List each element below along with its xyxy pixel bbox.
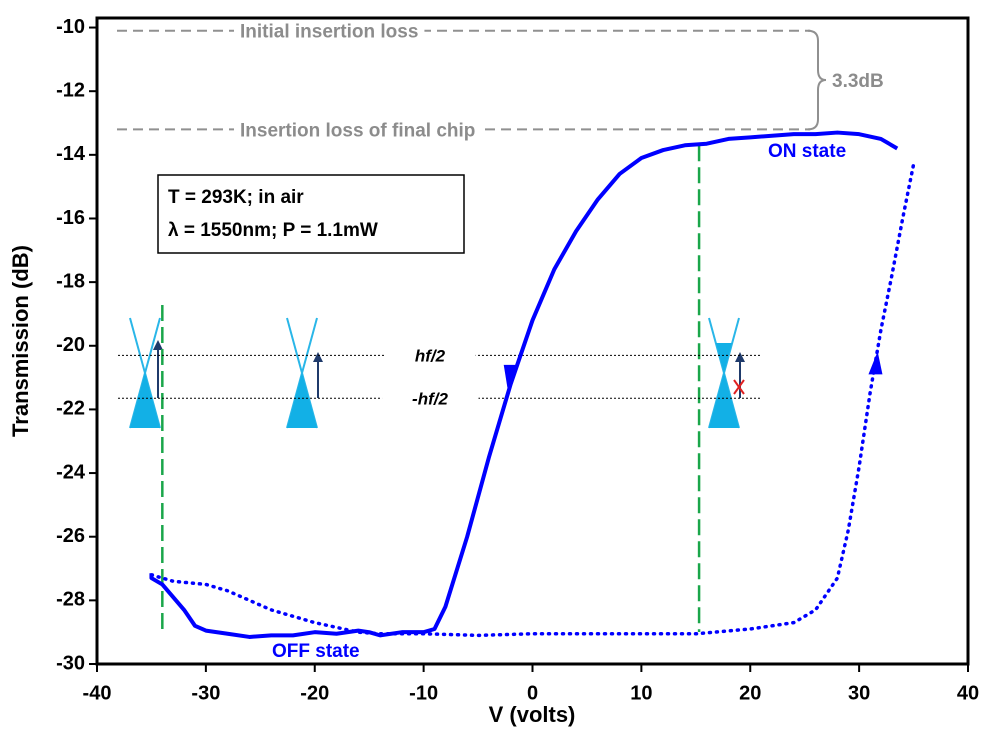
x-axis-label: V (volts) xyxy=(489,702,576,727)
y-tick-label: -16 xyxy=(56,207,85,229)
y-axis-label: Transmission (dB) xyxy=(8,245,33,437)
x-tick-label: -40 xyxy=(83,682,112,704)
y-tick-label: -14 xyxy=(56,143,86,165)
data-line xyxy=(149,162,916,638)
info-text: λ = 1550nm; P = 1.1mW xyxy=(168,220,378,241)
y-tick-label: -22 xyxy=(56,398,85,420)
label-background xyxy=(234,118,482,144)
label-background xyxy=(382,389,479,409)
label-background xyxy=(384,346,476,366)
direction-arrow xyxy=(868,351,883,375)
info-text: T = 293K; in air xyxy=(168,187,304,208)
insertion-loss-label: Insertion loss of final chip xyxy=(240,120,475,141)
state-label: ON state xyxy=(768,141,846,162)
x-tick-label: 30 xyxy=(848,682,870,704)
plot-frame xyxy=(95,16,970,666)
brace xyxy=(807,29,827,131)
band-icons xyxy=(129,317,745,429)
y-tick-label: -24 xyxy=(56,461,86,483)
y-tick-label: -12 xyxy=(56,79,85,101)
insertion-loss-label: Initial insertion loss xyxy=(240,22,418,43)
y-tick-label: -30 xyxy=(56,652,85,674)
x-tick-label: -30 xyxy=(191,682,220,704)
level-label: -hf/2 xyxy=(412,389,448,408)
level-label: hf/2 xyxy=(415,346,446,365)
y-tick-label: -10 xyxy=(56,16,85,38)
x-tick-label: 0 xyxy=(527,682,538,704)
x-tick-label: 10 xyxy=(630,682,652,704)
y-tick-label: -18 xyxy=(56,270,85,292)
state-label: OFF state xyxy=(272,641,360,662)
x-tick-label: 20 xyxy=(739,682,761,704)
label-background xyxy=(234,19,425,45)
direction-arrow xyxy=(503,364,518,388)
y-tick-label: -20 xyxy=(56,334,85,356)
y-tick-label: -26 xyxy=(56,525,85,547)
x-tick-label: -10 xyxy=(409,682,438,704)
y-tick-label: -28 xyxy=(56,589,85,611)
loss-difference-label: 3.3dB xyxy=(832,71,884,92)
info-box xyxy=(157,174,465,254)
x-tick-label: 40 xyxy=(957,682,979,704)
data-line xyxy=(149,130,899,639)
x-tick-label: -20 xyxy=(300,682,329,704)
